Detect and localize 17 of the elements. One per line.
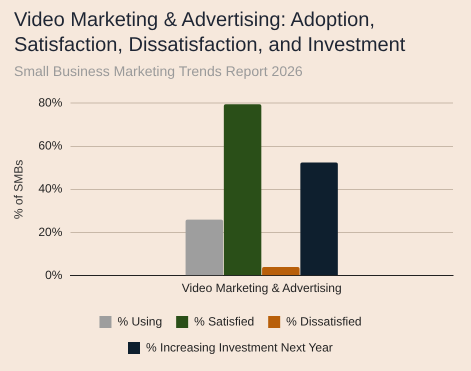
chart-subtitle: Small Business Marketing Trends Report 2026: [14, 63, 303, 79]
y-axis-title: % of SMBs: [12, 160, 26, 220]
legend-label: % Increasing Investment Next Year: [146, 340, 333, 354]
chart-title: Video Marketing & Advertising: Adoption, Satisfaction, Dissatisfaction, and Investment: [14, 8, 406, 58]
legend-label: % Using: [117, 314, 162, 328]
x-tick-label: Video Marketing & Advertising: [182, 281, 342, 296]
y-tick-label: 20%: [38, 224, 63, 239]
legend-label: % Satisfied: [194, 314, 254, 328]
y-tick-label: 0%: [45, 268, 63, 282]
bar: [224, 104, 262, 276]
y-tick-label: 80%: [38, 96, 63, 110]
bar: [186, 220, 224, 276]
legend-label: % Dissatisfied: [286, 314, 362, 328]
bar: [262, 266, 300, 276]
y-tick-label: 60%: [38, 138, 63, 153]
bar: [300, 162, 338, 276]
y-tick-label: 40%: [38, 182, 63, 196]
